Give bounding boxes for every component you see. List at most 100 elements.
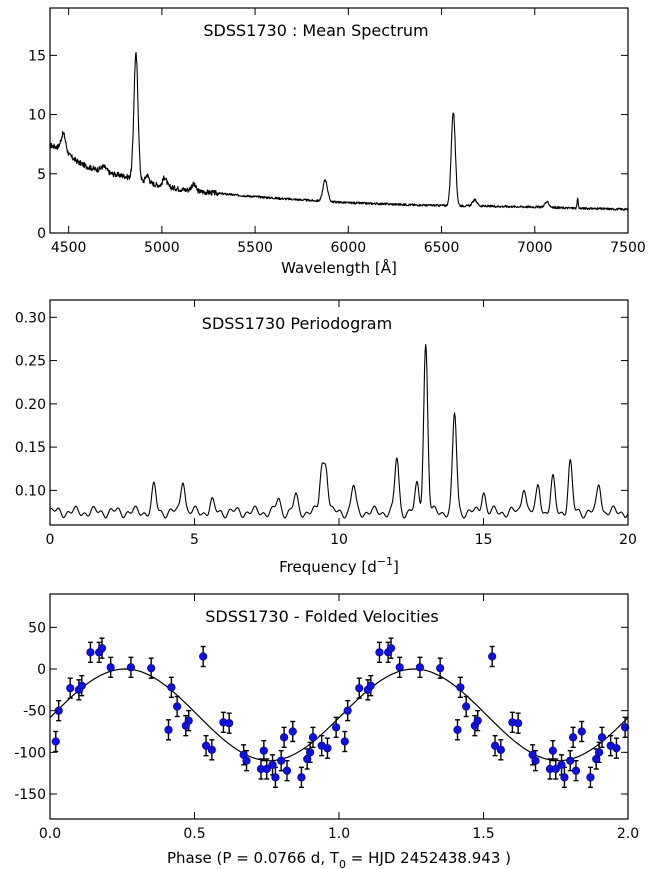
velocity-data-point [147, 664, 156, 673]
periodogram-xtick-label: 20 [619, 532, 637, 548]
velocity-data-point [551, 764, 560, 774]
periodogram-xlabel-sup: −1 [377, 555, 393, 568]
velocity-panel: SDSS1730 - Folded Velocities Phase (P = … [14, 593, 639, 869]
velocity-data-point [473, 716, 482, 725]
periodogram-xtick-label: 10 [330, 532, 348, 548]
periodogram-ytick-label: 0.10 [15, 483, 46, 499]
velocity-data-point [201, 741, 211, 750]
velocity-xlabel-sub: 0 [339, 858, 346, 869]
velocity-data-point [323, 744, 332, 753]
velocity-data-point [436, 664, 445, 673]
spectrum-xlabel: Wavelength [Å] [281, 258, 397, 277]
velocity-data-point [173, 702, 182, 711]
periodogram-xlabel-text: Frequency [d [279, 558, 377, 576]
velocity-xtick-label: 0.0 [39, 826, 61, 842]
spectrum-xtick-label: 7000 [517, 240, 553, 256]
velocity-data-point [453, 725, 462, 734]
velocity-data-point [288, 727, 297, 736]
velocity-xlabel-text: Phase (P = 0.0766 d, T [167, 849, 340, 867]
periodogram-title: SDSS1730 Periodogram [202, 314, 392, 333]
spectrum-title: SDSS1730 : Mean Spectrum [203, 21, 428, 40]
velocity-data-point [77, 681, 86, 690]
periodogram-power-line [49, 344, 629, 519]
velocity-data-point [340, 737, 349, 746]
velocity-ytick-label: -50 [23, 704, 46, 720]
velocity-data-point [612, 744, 621, 753]
spectrum-xtick-label: 4500 [51, 240, 87, 256]
velocity-data-point [167, 683, 176, 692]
periodogram-xtick-label: 5 [190, 532, 199, 548]
velocity-plot-area [49, 637, 630, 789]
periodogram-xtick-label: 15 [475, 532, 493, 548]
velocity-data-point [496, 745, 505, 754]
spectrum-xtick-label: 5500 [237, 240, 273, 256]
velocity-data-point [456, 683, 465, 692]
periodogram-ytick-label: 0.20 [15, 397, 46, 413]
velocity-data-point [415, 663, 425, 672]
periodogram-ytick-label: 0.30 [15, 310, 46, 326]
velocity-data-point [597, 733, 607, 742]
spectrum-xtick-label: 6500 [424, 240, 460, 256]
velocity-data-point [375, 648, 384, 657]
velocity-data-point [594, 748, 604, 757]
velocity-data-point [51, 737, 60, 746]
velocity-data-point [462, 702, 471, 711]
spectrum-ytick-label: 10 [28, 108, 46, 124]
spectrum-xtick-label: 5000 [144, 240, 180, 256]
periodogram-xtick-label: 0 [46, 532, 55, 548]
spectrum-ticks: 4500 5000 5500 6000 6500 7000 7500 0 5 10 15 [28, 8, 646, 256]
velocity-data-point [531, 756, 540, 765]
velocity-data-point [277, 756, 286, 765]
periodogram-axes-frame [49, 299, 629, 526]
velocity-xtick-label: 1.5 [472, 826, 494, 842]
velocity-data-point [332, 723, 341, 732]
spectrum-ytick-label: 15 [28, 48, 46, 64]
velocity-ytick-label: 0 [37, 662, 46, 678]
velocity-data-point [308, 733, 318, 742]
velocity-axes-frame [49, 593, 629, 820]
velocity-xlabel: Phase (P = 0.0766 d, T0 = HJD 2452438.94… [167, 849, 511, 869]
periodogram-plot-area [49, 344, 629, 519]
spectrum-xtick-label: 6000 [331, 240, 367, 256]
velocity-ytick-label: 50 [28, 620, 46, 636]
velocity-xlabel-end: = HJD 2452438.943 ) [346, 849, 511, 867]
spectrum-ytick-label: 5 [37, 167, 46, 183]
periodogram-ticks: 0 5 10 15 20 0.10 0.15 0.20 0.25 0.30 [15, 300, 637, 548]
velocity-xtick-label: 1.0 [328, 826, 350, 842]
velocity-data-point [97, 644, 107, 653]
velocity-data-point [86, 648, 95, 657]
velocity-data-point [586, 773, 595, 782]
velocity-data-point [621, 723, 630, 732]
velocity-data-point [199, 652, 208, 661]
velocity-data-point [566, 756, 575, 765]
periodogram-xlabel: Frequency [d−1] [279, 555, 399, 576]
velocity-data-point [262, 764, 271, 774]
velocity-ticks: 0.0 0.5 1.0 1.5 2.0 -150 -100 -50 0 50 [14, 594, 639, 842]
velocity-data-point [488, 652, 497, 661]
velocity-data-point [126, 663, 136, 672]
velocity-data-point [225, 719, 234, 728]
spectrum-panel: SDSS1730 : Mean Spectrum Wavelength [Å] … [28, 7, 646, 277]
velocity-data-point [268, 760, 277, 769]
velocity-data-point [279, 733, 289, 742]
velocity-data-point [184, 716, 193, 725]
velocity-data-point [282, 766, 292, 775]
velocity-data-point [395, 663, 404, 672]
velocity-data-point [271, 773, 280, 782]
velocity-data-point [355, 684, 364, 693]
velocity-xtick-label: 2.0 [617, 826, 639, 842]
velocity-data-point [242, 756, 251, 765]
spectrum-plot-area [49, 52, 629, 211]
velocity-data-point [557, 760, 566, 769]
velocity-ytick-label: -150 [14, 787, 46, 803]
spectrum-ytick-label: 0 [37, 226, 46, 242]
periodogram-xlabel-end: ] [393, 558, 399, 576]
periodogram-ytick-label: 0.25 [15, 354, 46, 370]
velocity-data-point [490, 741, 500, 750]
velocity-data-point [106, 663, 115, 672]
spectrum-flux-line [49, 52, 629, 211]
velocity-data-point [259, 746, 268, 755]
velocity-data-point [514, 719, 523, 728]
velocity-data-point [207, 745, 216, 754]
velocity-data-point [568, 733, 578, 742]
